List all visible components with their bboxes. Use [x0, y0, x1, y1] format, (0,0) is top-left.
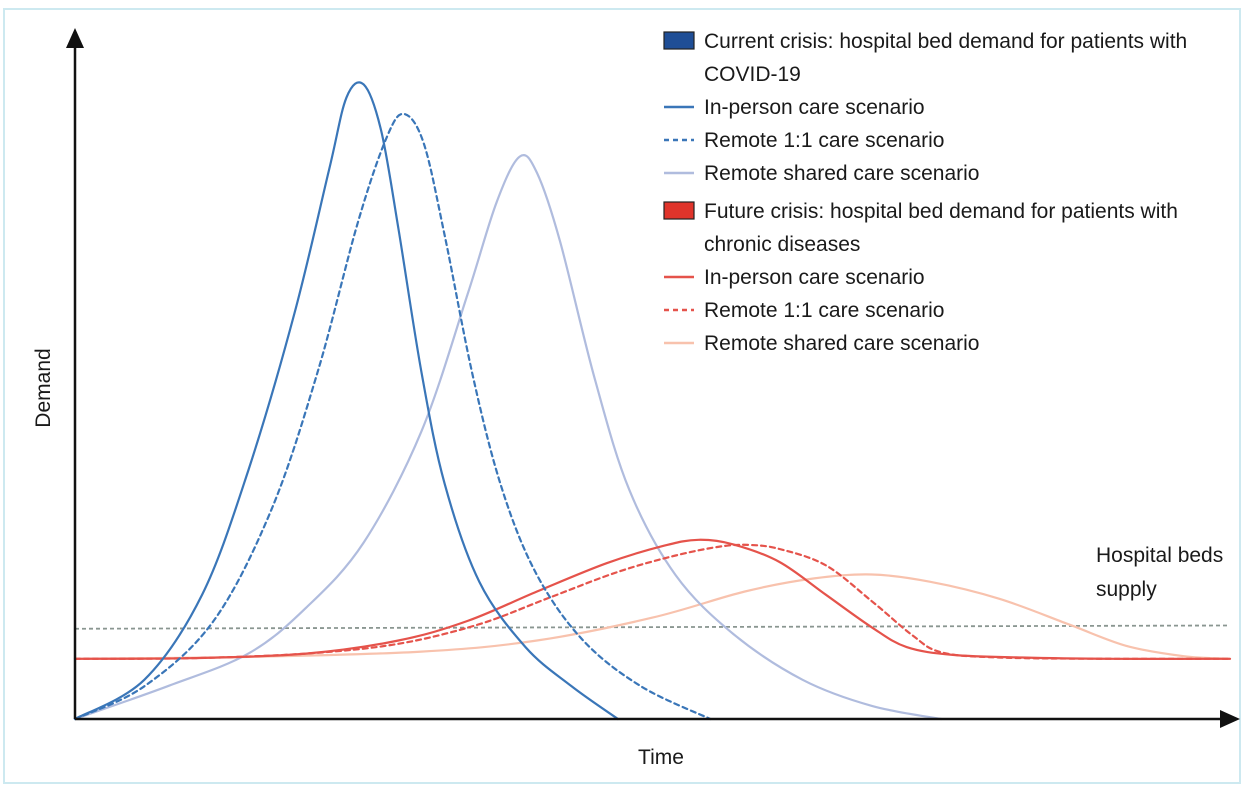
- x-axis-label: Time: [638, 746, 684, 769]
- legend-group-0-item-0: In-person care scenario: [704, 96, 925, 119]
- y-axis-label: Demand: [32, 348, 55, 427]
- legend: Current crisis: hospital bed demand for …: [663, 30, 1187, 355]
- series-line-future-crisis-solid-5: [73, 573, 1232, 660]
- legend-swatch-group-1: [663, 201, 695, 220]
- legend-group-0-item-1: Remote 1:1 care scenario: [704, 129, 944, 152]
- series-line-future-crisis-solid-3: [73, 538, 1232, 660]
- legend-group-1-item-2: Remote shared care scenario: [704, 332, 979, 355]
- figure-frame: [3, 8, 1241, 784]
- series-line-current-crisis-solid-2: [73, 153, 943, 721]
- series-line-future-crisis-dashed-4: [73, 543, 1232, 660]
- hospital-beds-supply-line: [74, 624, 1231, 630]
- legend-swatch-group-0: [663, 31, 695, 50]
- legend-group-1-label-line-0: Future crisis: hospital bed demand for p…: [704, 200, 1178, 223]
- axes-layer: Time Demand: [32, 28, 1240, 769]
- supply-annotation-line-1: supply: [1096, 578, 1157, 601]
- legend-group-1-item-1: Remote 1:1 care scenario: [704, 299, 944, 322]
- legend-group-1-item-0: In-person care scenario: [704, 266, 925, 289]
- series-layer: [73, 81, 1232, 721]
- y-axis-arrow-icon: [66, 28, 84, 48]
- series-line-current-crisis-solid-0: [73, 81, 619, 721]
- supply-annotation-line-0: Hospital beds: [1096, 544, 1223, 567]
- legend-group-1-label-line-1: chronic diseases: [704, 233, 860, 256]
- annotation-layer: Hospital beds supply: [1096, 544, 1223, 601]
- x-axis-arrow-icon: [1220, 710, 1240, 728]
- legend-group-0-label-line-1: COVID-19: [704, 63, 801, 86]
- series-line-current-crisis-dashed-1: [73, 112, 712, 721]
- legend-group-0-label-line-0: Current crisis: hospital bed demand for …: [704, 30, 1187, 53]
- legend-group-0-item-2: Remote shared care scenario: [704, 162, 979, 185]
